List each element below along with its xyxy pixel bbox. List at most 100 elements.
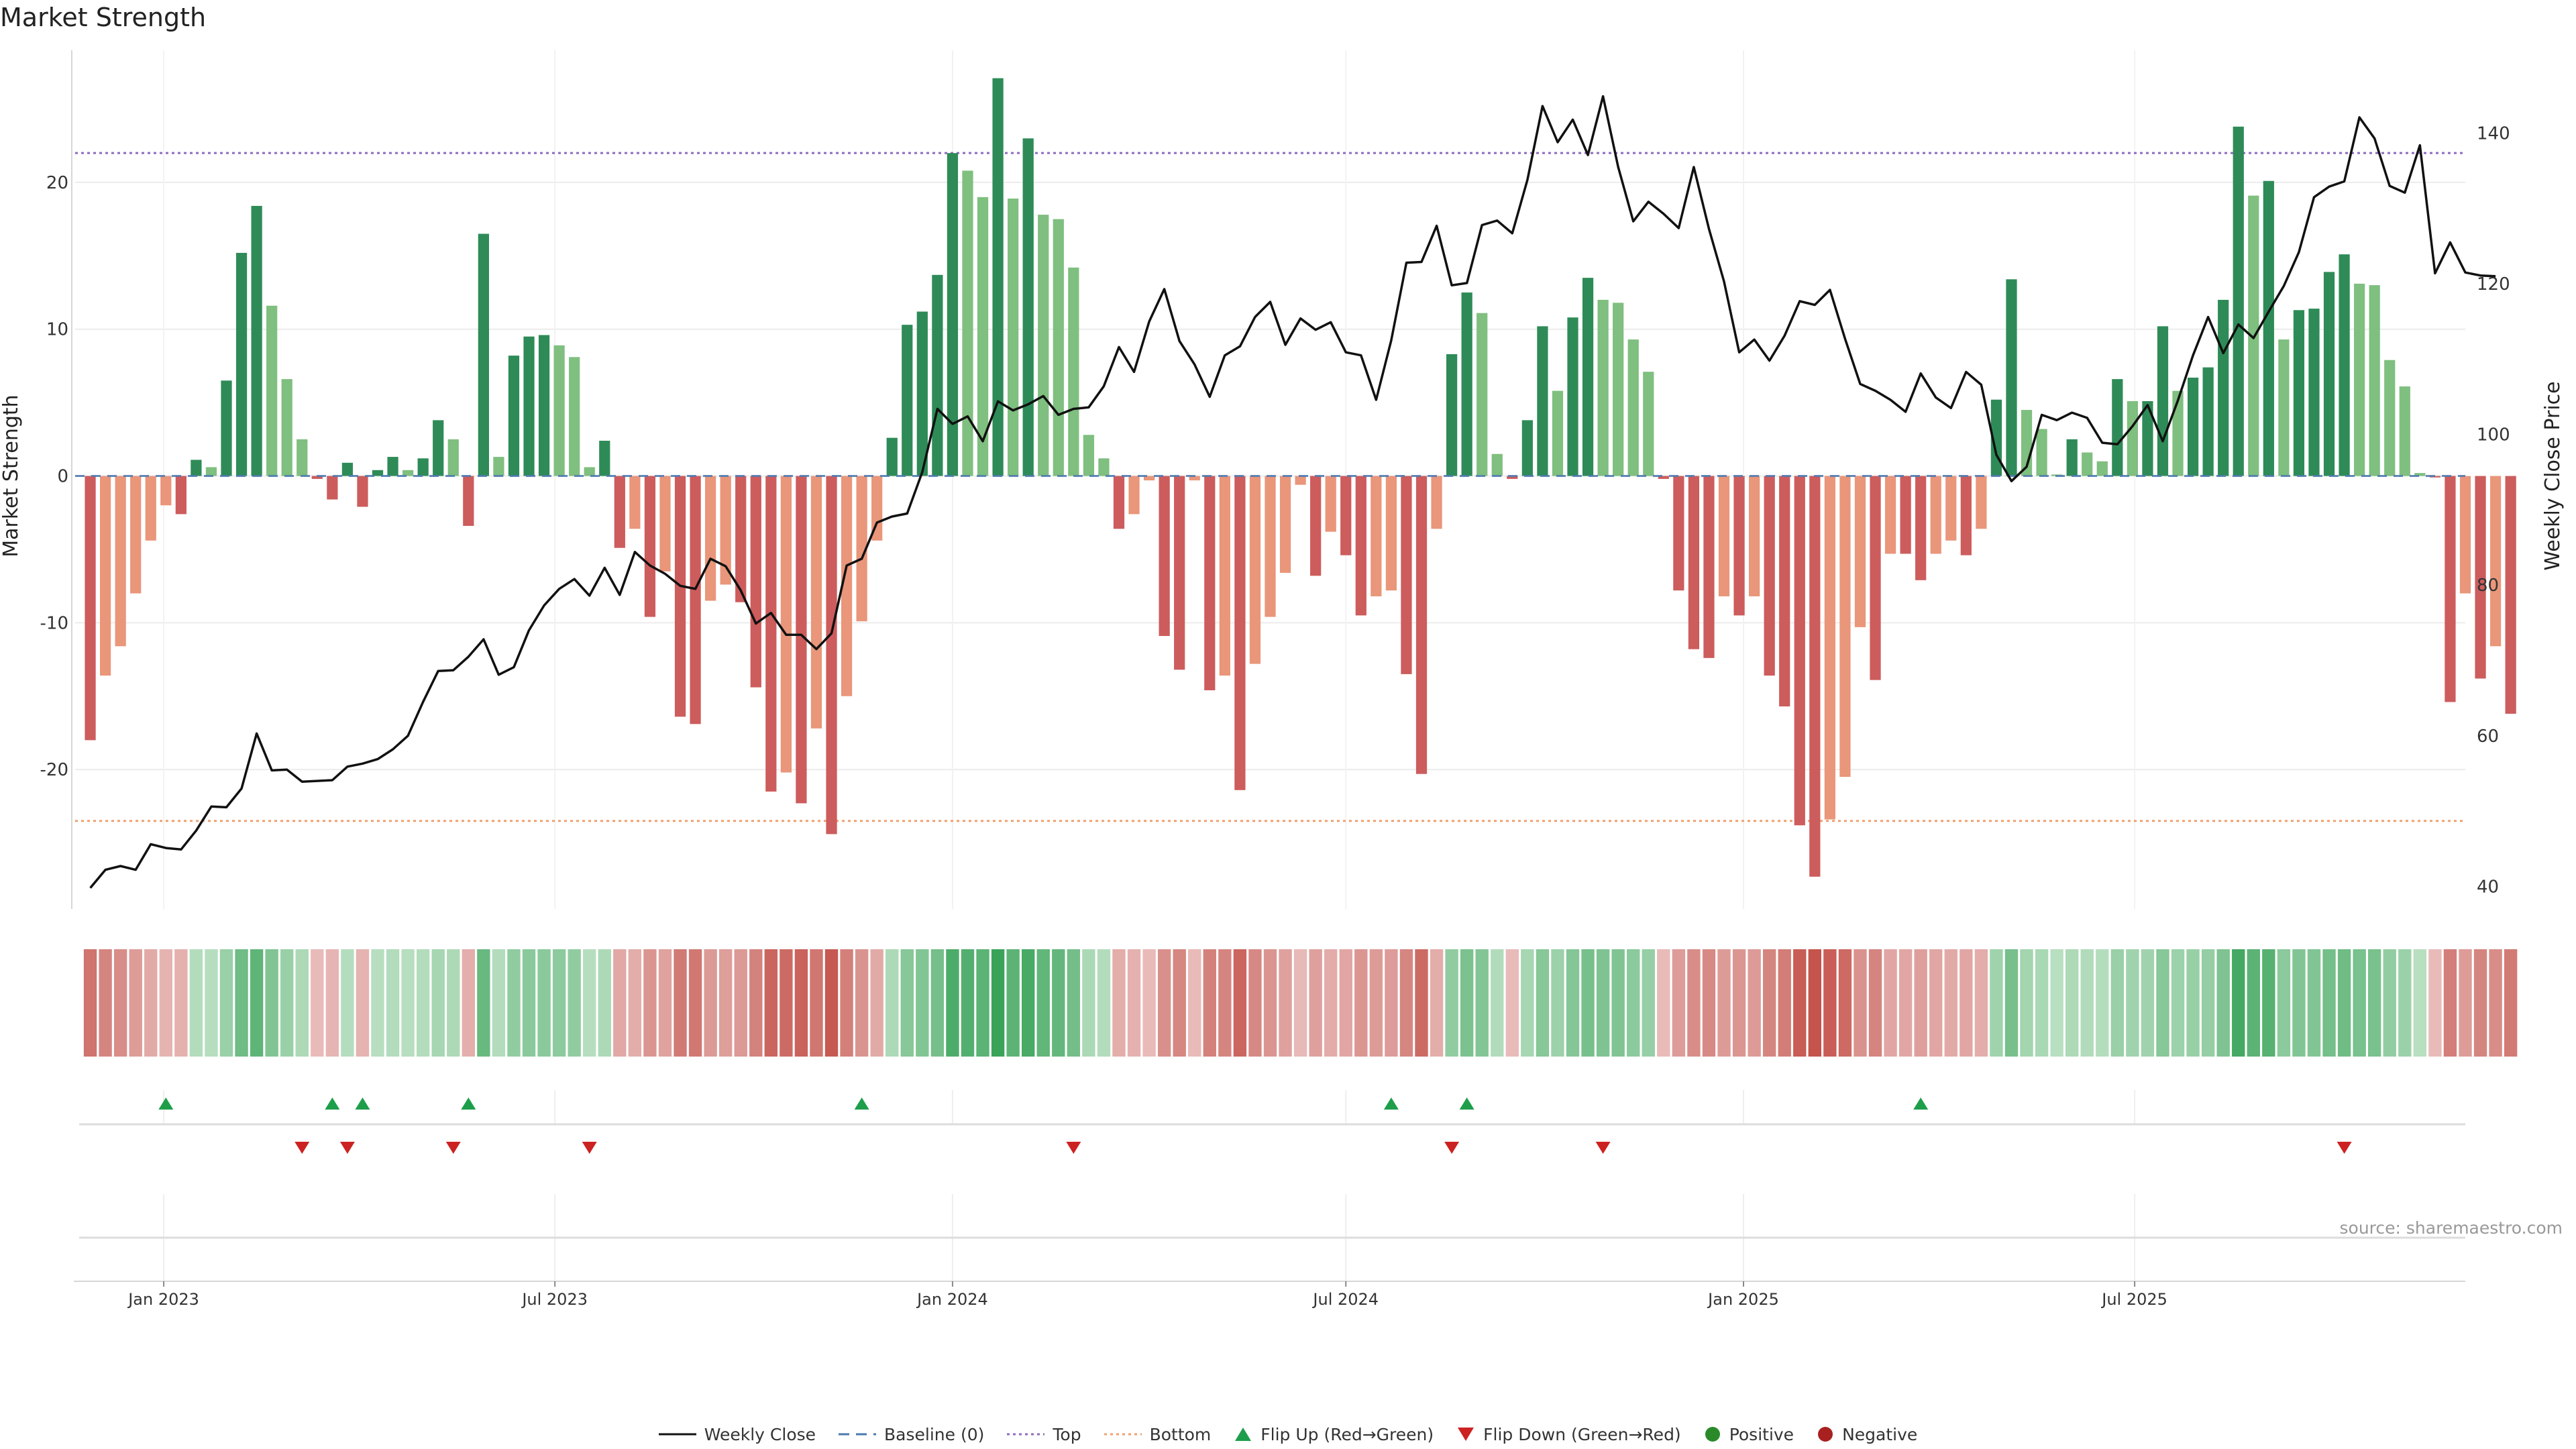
strength-bar — [1567, 317, 1578, 476]
strength-bar — [1597, 299, 1609, 476]
strength-bar — [478, 233, 489, 476]
legend-label: Bottom — [1149, 1424, 1212, 1444]
strength-bar — [584, 467, 595, 476]
legend-label: Baseline (0) — [884, 1424, 985, 1444]
bottom-swatch — [1104, 1433, 1142, 1436]
heat-cell — [144, 949, 158, 1057]
strength-bar — [1643, 372, 1654, 476]
strength-bar — [205, 467, 217, 476]
heat-cell — [2186, 949, 2200, 1057]
flip-down-marker — [582, 1142, 597, 1154]
heat-cell — [916, 949, 929, 1057]
strength-bar — [160, 476, 172, 506]
heat-cell — [159, 949, 173, 1057]
y-axis-right-label: Weekly Close Price — [2541, 381, 2565, 570]
flip-up-marker — [1459, 1097, 1474, 1110]
heat-cell — [1233, 949, 1247, 1057]
heat-cell — [2473, 949, 2487, 1057]
heat-cell — [2322, 949, 2336, 1057]
heat-cell — [219, 949, 233, 1057]
heat-cell — [2459, 949, 2472, 1057]
heat-cell — [1445, 949, 1458, 1057]
heat-cell — [401, 949, 415, 1057]
y-right-tick-label: 40 — [2477, 877, 2499, 897]
heat-cell — [780, 949, 793, 1057]
heat-cell — [250, 949, 264, 1057]
x-tick-label: Jan 2023 — [127, 1290, 199, 1309]
strength-bar — [1809, 476, 1821, 877]
strength-bar — [115, 476, 126, 647]
heat-cell — [1581, 949, 1595, 1057]
weekly-close-swatch — [658, 1433, 696, 1436]
strength-bar — [2445, 476, 2456, 702]
strength-bar — [614, 476, 625, 548]
strength-bar — [1159, 476, 1170, 637]
heat-cell — [2232, 949, 2245, 1057]
strength-bar — [1371, 476, 1382, 596]
strength-bar — [1053, 219, 1064, 476]
legend-flip-down: Flip Down (Green→Red) — [1456, 1425, 1681, 1444]
strength-bar — [947, 153, 959, 476]
strength-bar — [750, 476, 761, 688]
heat-cell — [1793, 949, 1807, 1057]
heat-cell — [205, 949, 218, 1057]
heat-cell — [1960, 949, 1973, 1057]
strength-bar — [221, 380, 232, 476]
strength-bar — [1355, 476, 1366, 616]
strength-bar — [1325, 476, 1336, 532]
negative-dot-icon — [1818, 1427, 1833, 1442]
strength-bar — [2384, 360, 2396, 476]
strength-bar — [341, 462, 354, 476]
strength-bar — [553, 345, 565, 476]
flip-down-marker — [1444, 1142, 1460, 1154]
heat-cell — [1838, 949, 1852, 1057]
strength-bar — [1945, 476, 1957, 541]
strength-bar — [1340, 476, 1352, 555]
heat-cell — [1521, 949, 1534, 1057]
heat-cell — [674, 949, 687, 1057]
heat-cell — [2504, 949, 2518, 1057]
heat-cell — [976, 949, 989, 1057]
strength-bar — [2323, 272, 2335, 476]
strength-bar — [992, 78, 1004, 476]
strength-bar — [1446, 354, 1458, 476]
x-axis-ticks: Jan 2023 Jul 2023 Jan 2024 Jul 2024 Jan 2025… — [127, 1281, 2167, 1309]
heat-cell — [174, 949, 188, 1057]
strength-bar — [1295, 476, 1306, 485]
strength-bar — [266, 305, 278, 476]
heat-cell — [2141, 949, 2155, 1057]
strength-bar — [387, 457, 398, 476]
strength-bar — [417, 458, 429, 476]
strength-bar — [1219, 476, 1230, 676]
flip-up-marker — [325, 1097, 340, 1110]
strength-bar — [1884, 476, 1896, 554]
strength-bar — [2263, 180, 2274, 476]
heat-cell — [1369, 949, 1383, 1057]
strength-bar — [796, 476, 807, 804]
strength-bar — [705, 476, 716, 601]
flip-up-marker — [854, 1097, 869, 1110]
strength-bar — [1521, 420, 1533, 476]
strength-bar — [1582, 278, 1594, 476]
heat-cell — [1854, 949, 1867, 1057]
heat-cell — [734, 949, 747, 1057]
flip-up-marker — [461, 1097, 476, 1110]
heat-cell — [2004, 949, 2019, 1057]
heat-cell — [189, 949, 203, 1057]
heat-cell — [1006, 949, 1020, 1057]
heat-cell — [870, 949, 883, 1057]
heat-cell — [628, 949, 642, 1057]
strength-bar — [235, 252, 248, 476]
strength-bar — [1960, 476, 1972, 555]
flip-up-marker — [158, 1097, 174, 1110]
strength-bar — [569, 357, 580, 476]
heat-cell — [1127, 949, 1141, 1057]
weekly-close-line — [89, 95, 2496, 889]
heat-cell — [1399, 949, 1413, 1057]
y-right-tick-label: 80 — [2477, 576, 2499, 596]
legend-label: Positive — [1729, 1424, 1794, 1444]
strength-bar — [2036, 429, 2047, 476]
heat-cell — [1898, 949, 1913, 1057]
heat-cell — [1460, 949, 1474, 1057]
heat-cell — [1762, 949, 1776, 1057]
